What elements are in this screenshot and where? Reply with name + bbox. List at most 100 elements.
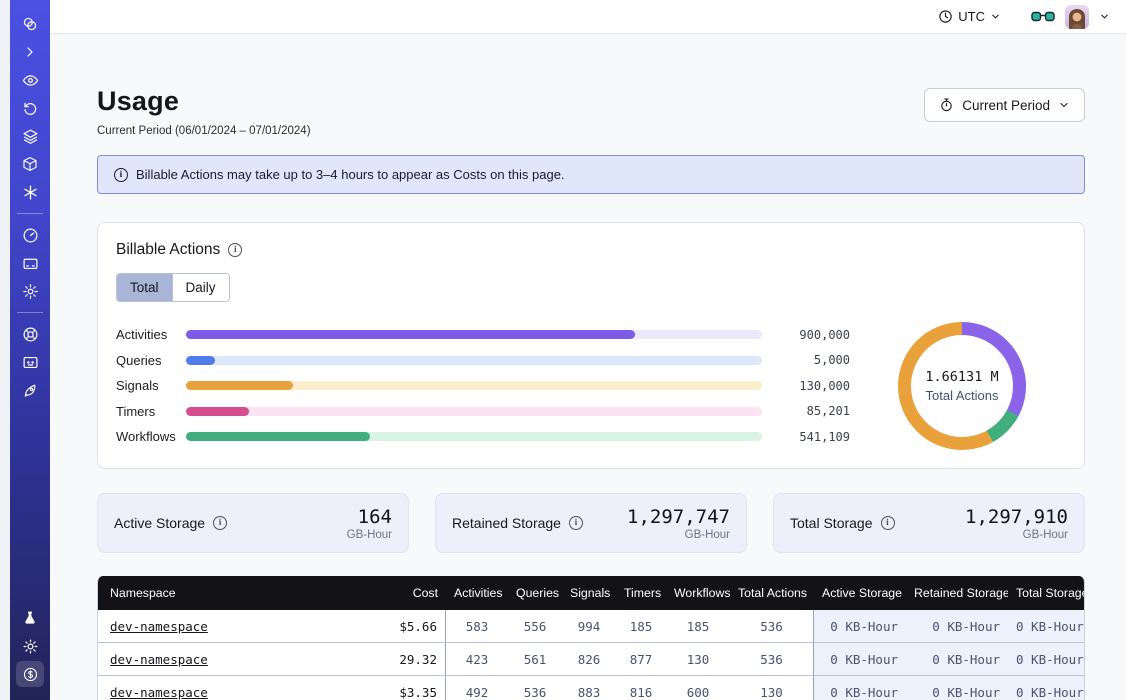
bar-row-queries: Queries 5,000: [116, 348, 850, 374]
info-icon: i: [114, 167, 128, 182]
cell-total-actions: 536: [730, 643, 814, 676]
user-avatar[interactable]: [1065, 4, 1089, 29]
cell-total-actions: 130: [730, 676, 814, 700]
col-namespace: Namespace: [98, 576, 334, 610]
rocket-icon[interactable]: [16, 377, 44, 403]
billing-card-icon[interactable]: [16, 250, 44, 276]
table-row: dev-namespace 29.32 423 561 826 877 130 …: [98, 643, 1084, 676]
cell-queries: 536: [508, 676, 562, 700]
cell-cost: $5.66: [334, 610, 446, 643]
labs-flask-icon[interactable]: [16, 605, 44, 631]
bar-value: 541,109: [799, 429, 850, 444]
billable-actions-card: Billable Actions i Total Daily Activitie…: [97, 222, 1085, 469]
window-gutter: [0, 0, 10, 700]
col-total-storage: Total Storage: [1008, 576, 1084, 610]
main-area: UTC: [50, 0, 1126, 700]
storage-card-unit: GB-Hour: [346, 528, 392, 541]
storage-card-label: Active Storage: [114, 515, 206, 531]
namespace-link[interactable]: dev-namespace: [110, 651, 208, 667]
cell-total-storage: 0 KB-Hour: [1008, 643, 1084, 676]
bar-value: 900,000: [799, 327, 850, 342]
bar-label: Queries: [116, 352, 162, 368]
active-storage-card: Active Storage i 164 GB-Hour: [97, 493, 409, 553]
cell-workflows: 130: [666, 643, 730, 676]
sidebar-divider: [17, 213, 43, 214]
bar-track: [186, 355, 762, 365]
chevron-down-icon[interactable]: [1099, 11, 1110, 22]
gauge-icon[interactable]: [16, 222, 44, 248]
storage-card-value: 1,297,747: [627, 505, 730, 528]
chevron-down-icon: [992, 14, 999, 19]
cell-total-actions: 536: [730, 610, 814, 643]
tab-daily[interactable]: Daily: [171, 274, 229, 301]
eye-icon[interactable]: [16, 67, 44, 93]
total-actions-value: 1.66131 M: [925, 369, 999, 385]
sidebar-divider: [17, 312, 43, 313]
storage-card-unit: GB-Hour: [1022, 528, 1068, 541]
donut-ring: 1.66131 M Total Actions: [898, 322, 1026, 450]
cell-cost: $3.35: [334, 676, 446, 700]
cell-active-storage: 0 KB-Hour: [814, 676, 906, 700]
info-icon[interactable]: i: [213, 516, 228, 530]
bar-row-activities: Activities 900,000: [116, 322, 850, 348]
temporal-logo-icon[interactable]: [16, 11, 44, 37]
bar-fill: [186, 355, 215, 365]
col-signals: Signals: [562, 576, 616, 610]
billable-actions-title: Billable Actions: [116, 241, 221, 258]
cell-cost: 29.32: [334, 643, 446, 676]
period-dropdown-label: Current Period: [962, 97, 1050, 113]
bar-fill: [186, 406, 250, 416]
cell-timers: 816: [616, 676, 666, 700]
period-dropdown-button[interactable]: Current Period: [924, 88, 1085, 122]
storage-card-label: Retained Storage: [452, 515, 561, 531]
bar-label: Timers: [116, 403, 156, 419]
glasses-icon[interactable]: [1031, 10, 1055, 23]
timezone-selector[interactable]: UTC: [938, 9, 1001, 24]
bar-label: Workflows: [116, 429, 176, 445]
stopwatch-icon: [941, 98, 952, 112]
usage-dollar-icon[interactable]: [16, 661, 44, 687]
col-retained-storage: Retained Storage: [906, 576, 1008, 610]
bar-label: Signals: [116, 378, 159, 394]
cell-active-storage: 0 KB-Hour: [814, 643, 906, 676]
asterisk-icon[interactable]: [16, 179, 44, 205]
terminal-icon[interactable]: [16, 349, 44, 375]
cell-signals: 826: [562, 643, 616, 676]
history-icon[interactable]: [16, 95, 44, 121]
timezone-label: UTC: [958, 9, 985, 24]
support-lifebuoy-icon[interactable]: [16, 321, 44, 347]
chevron-down-icon: [1060, 103, 1068, 108]
tab-total[interactable]: Total: [117, 274, 172, 301]
page-header: Usage Current Period (06/01/2024 – 07/01…: [97, 86, 1085, 137]
layers-icon[interactable]: [16, 123, 44, 149]
cell-retained-storage: 0 KB-Hour: [906, 643, 1008, 676]
namespace-link[interactable]: dev-namespace: [110, 618, 208, 634]
settings-gear-icon[interactable]: [16, 278, 44, 304]
page-title: Usage: [97, 86, 180, 116]
bar-track: [186, 432, 762, 442]
namespace-usage-table: Namespace Cost Activities Queries Signal…: [97, 576, 1085, 700]
storage-card-unit: GB-Hour: [684, 528, 730, 541]
cell-workflows: 600: [666, 676, 730, 700]
info-banner: i Billable Actions may take up to 3–4 ho…: [97, 155, 1085, 194]
bar-row-signals: Signals 130,000: [116, 373, 850, 399]
bar-track: [186, 381, 762, 391]
cell-activities: 492: [446, 676, 508, 700]
cell-timers: 877: [616, 643, 666, 676]
storage-summary-row: Active Storage i 164 GB-Hour Retained Sto…: [97, 493, 1085, 553]
col-timers: Timers: [616, 576, 666, 610]
cell-workflows: 185: [666, 610, 730, 643]
cell-total-storage: 0 KB-Hour: [1008, 610, 1084, 643]
cube-icon[interactable]: [16, 151, 44, 177]
bar-fill: [186, 432, 371, 442]
collapse-chevron-icon[interactable]: [16, 39, 44, 65]
cell-total-storage: 0 KB-Hour: [1008, 676, 1084, 700]
theme-sun-icon[interactable]: [16, 633, 44, 659]
info-icon[interactable]: i: [228, 243, 243, 257]
namespace-link[interactable]: dev-namespace: [110, 684, 208, 700]
info-icon[interactable]: i: [880, 516, 895, 530]
bar-track: [186, 406, 762, 416]
info-icon[interactable]: i: [568, 516, 583, 530]
col-queries: Queries: [508, 576, 562, 610]
table-header-row: Namespace Cost Activities Queries Signal…: [98, 576, 1084, 610]
